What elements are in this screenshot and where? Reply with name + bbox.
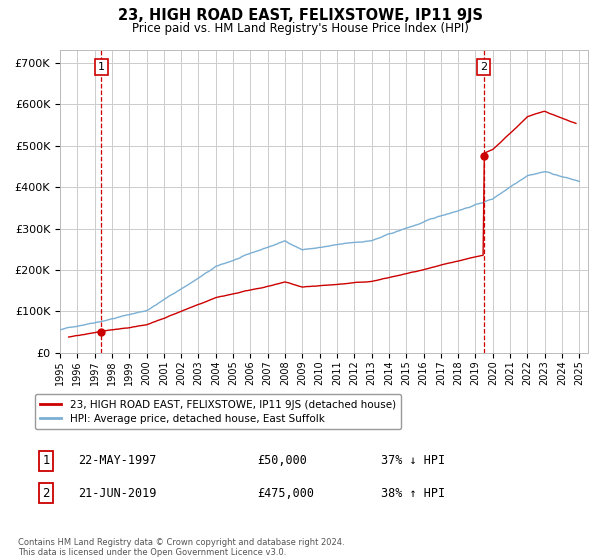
Text: 23, HIGH ROAD EAST, FELIXSTOWE, IP11 9JS: 23, HIGH ROAD EAST, FELIXSTOWE, IP11 9JS	[118, 8, 482, 24]
Text: £475,000: £475,000	[257, 487, 314, 500]
Text: 1: 1	[98, 62, 105, 72]
Text: 2: 2	[480, 62, 487, 72]
Text: 2: 2	[43, 487, 50, 500]
Legend: 23, HIGH ROAD EAST, FELIXSTOWE, IP11 9JS (detached house), HPI: Average price, d: 23, HIGH ROAD EAST, FELIXSTOWE, IP11 9JS…	[35, 394, 401, 429]
Text: 22-MAY-1997: 22-MAY-1997	[79, 454, 157, 467]
Text: £50,000: £50,000	[257, 454, 307, 467]
Text: 38% ↑ HPI: 38% ↑ HPI	[381, 487, 445, 500]
Text: Price paid vs. HM Land Registry's House Price Index (HPI): Price paid vs. HM Land Registry's House …	[131, 22, 469, 35]
Text: 1: 1	[43, 454, 50, 467]
Text: 37% ↓ HPI: 37% ↓ HPI	[381, 454, 445, 467]
Text: 21-JUN-2019: 21-JUN-2019	[79, 487, 157, 500]
Text: Contains HM Land Registry data © Crown copyright and database right 2024.
This d: Contains HM Land Registry data © Crown c…	[18, 538, 344, 557]
